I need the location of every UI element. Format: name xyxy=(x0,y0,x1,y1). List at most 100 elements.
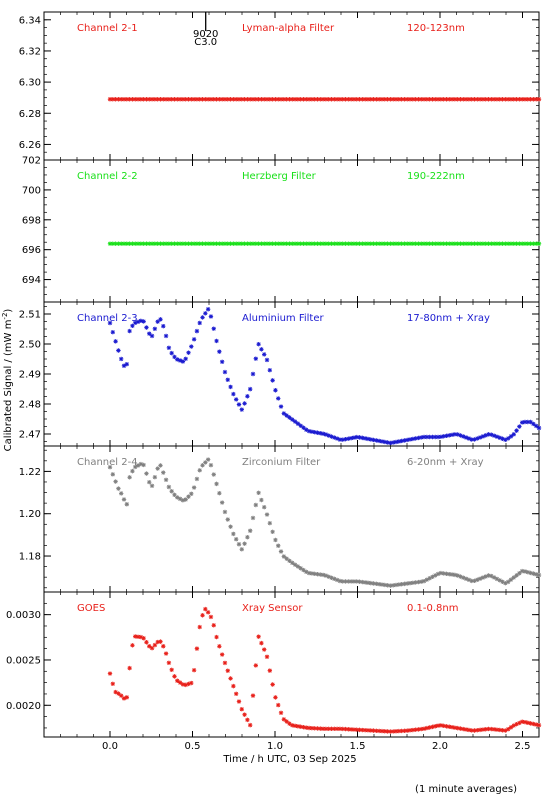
data-point xyxy=(419,97,424,102)
data-point xyxy=(374,241,379,246)
data-point xyxy=(163,241,169,246)
data-point xyxy=(295,241,301,246)
data-point xyxy=(388,583,393,588)
data-point xyxy=(477,727,483,733)
data-point xyxy=(205,307,211,312)
data-point xyxy=(264,512,270,517)
data-point xyxy=(270,97,275,102)
data-point xyxy=(533,572,539,577)
data-point xyxy=(416,579,421,585)
data-point xyxy=(144,471,149,476)
data-point xyxy=(463,435,469,440)
data-point xyxy=(169,350,174,356)
data-point xyxy=(500,241,505,246)
data-point xyxy=(222,369,228,375)
data-point xyxy=(245,97,250,102)
data-point xyxy=(427,97,432,102)
data-point xyxy=(385,583,390,588)
data-point xyxy=(511,575,516,580)
data-point xyxy=(138,318,144,323)
data-point xyxy=(505,579,511,585)
data-point xyxy=(393,97,399,102)
data-point xyxy=(278,97,284,102)
data-point xyxy=(172,674,177,679)
data-point xyxy=(169,97,174,102)
data-point xyxy=(183,356,188,362)
data-point xyxy=(376,97,382,102)
data-point xyxy=(233,397,239,402)
data-point xyxy=(340,241,345,246)
data-point xyxy=(186,681,191,687)
data-point xyxy=(528,419,533,425)
data-point xyxy=(219,97,225,102)
data-point xyxy=(438,97,444,102)
data-point xyxy=(433,724,438,729)
data-point xyxy=(368,728,373,733)
data-point xyxy=(152,241,158,246)
data-point xyxy=(365,241,371,246)
data-point xyxy=(287,241,292,246)
data-point xyxy=(517,571,522,576)
data-point xyxy=(205,457,211,462)
data-point xyxy=(194,646,200,651)
data-point xyxy=(116,691,121,696)
data-point xyxy=(130,97,135,102)
data-point xyxy=(430,434,435,440)
data-point xyxy=(231,683,236,689)
data-point xyxy=(135,634,141,639)
data-point xyxy=(256,341,261,347)
data-point xyxy=(323,573,329,578)
data-point xyxy=(376,438,382,444)
data-point xyxy=(505,241,511,246)
data-point xyxy=(334,577,340,583)
data-point xyxy=(222,241,228,246)
band-label: 6-20nm + Xray xyxy=(407,457,484,468)
data-point xyxy=(278,404,284,409)
panel-ch22: 694 696 698 700 702 Channel 2-2 Herzberg Filte… xyxy=(22,156,542,303)
data-point xyxy=(298,423,303,428)
data-point xyxy=(441,434,446,439)
data-point xyxy=(503,437,508,442)
data-point xyxy=(217,491,222,496)
data-point xyxy=(309,725,315,731)
data-point xyxy=(242,401,247,406)
panels-group: 6.26 6.28 6.30 6.32 6.34 Channel 2-1 Lyman-alp… xyxy=(6,11,542,738)
data-point xyxy=(472,241,477,246)
data-point xyxy=(413,436,418,441)
data-point xyxy=(124,502,130,507)
data-point xyxy=(107,671,113,676)
data-point xyxy=(407,97,413,102)
panel-frame xyxy=(43,11,540,161)
data-point xyxy=(259,347,264,352)
data-point xyxy=(531,721,536,727)
data-point xyxy=(242,712,247,717)
data-point xyxy=(475,436,480,441)
data-point xyxy=(472,578,477,584)
data-point xyxy=(121,363,127,368)
data-point xyxy=(236,402,242,407)
data-point xyxy=(374,438,379,443)
data-point xyxy=(144,640,149,645)
data-point xyxy=(326,433,331,438)
data-point xyxy=(295,421,301,426)
data-point xyxy=(452,241,458,246)
data-point xyxy=(407,437,413,442)
flare-marker-label: 9020 xyxy=(193,29,218,40)
data-point xyxy=(276,97,281,102)
data-point xyxy=(458,241,463,246)
data-point xyxy=(304,97,309,102)
data-point xyxy=(503,241,508,246)
data-point xyxy=(396,439,402,444)
data-point xyxy=(368,241,373,246)
data-point xyxy=(528,570,533,576)
data-point xyxy=(239,97,244,102)
data-point xyxy=(433,573,438,578)
data-point xyxy=(416,97,421,102)
data-point xyxy=(410,97,416,102)
channel-label: GOES xyxy=(77,603,105,614)
data-point xyxy=(253,663,259,668)
data-point xyxy=(135,97,141,102)
data-point xyxy=(343,579,348,584)
data-point xyxy=(536,425,542,431)
data-point xyxy=(348,435,354,441)
